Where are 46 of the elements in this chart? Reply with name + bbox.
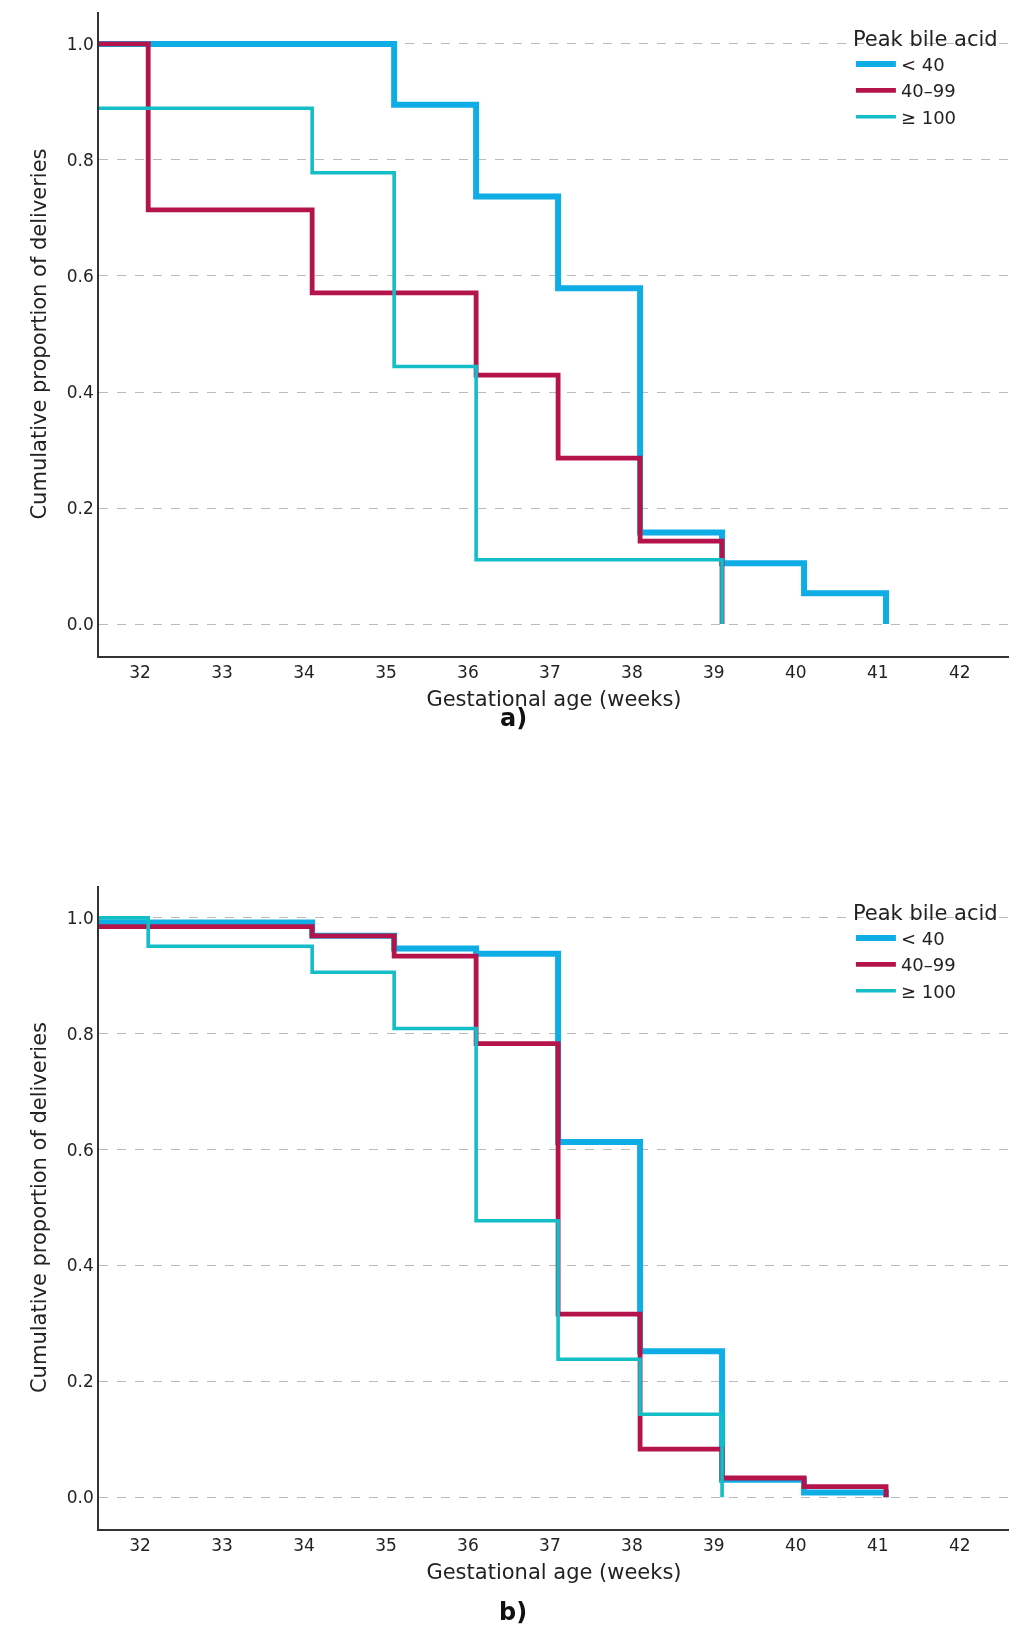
legend-title: Peak bile acid [852,900,998,925]
text: b) [499,1598,528,1626]
x-tick-label: 38 [621,662,643,683]
y-axis-title: Cumulative proportion of deliveries [27,148,52,520]
y-tick-label: 0.2 [66,1371,94,1392]
legend-label: ≥ 100 [900,106,957,128]
y-tick-label: 0.4 [66,1255,94,1276]
x-tick-label: 37 [539,1535,561,1556]
y-tick-label: 0.4 [66,381,94,402]
x-tick-label: 32 [129,1535,151,1556]
y-tick-label: 0.6 [66,1139,94,1160]
x-tick-label: 40 [785,1535,807,1556]
x-axis-title: Gestational age (weeks) [426,1559,682,1584]
x-tick-label: 40 [785,662,807,683]
y-axis-title: Cumulative proportion of deliveries [27,1021,52,1394]
x-tick-label: 36 [457,1535,479,1556]
x-tick-label: 33 [211,1535,233,1556]
y-tick-label: 1.0 [66,33,94,54]
x-tick-label: 41 [867,1535,889,1556]
y-tick-label: 0.0 [66,1487,94,1508]
y-tick-label: 0.8 [66,1023,94,1044]
x-tick-label: 38 [621,1535,643,1556]
x-tick-label: 36 [457,662,479,683]
x-tick-label: 42 [948,662,971,683]
x-tick-label: 32 [129,662,151,683]
x-tick-label: 37 [539,662,561,683]
legend-label: 40–99 [900,80,956,102]
x-tick-label: 35 [375,662,397,683]
x-tick-label: 33 [211,662,233,683]
x-tick-label: 34 [293,1535,315,1556]
legend-label: < 40 [900,53,945,75]
x-tick-label: 34 [293,662,315,683]
legend-label: ≥ 100 [900,980,957,1002]
legend-label: 40–99 [900,954,956,976]
y-tick-label: 1.0 [66,907,94,928]
x-tick-label: 42 [948,1535,971,1556]
x-tick-label: 39 [703,662,725,683]
y-tick-label: 0.2 [66,498,94,518]
y-tick-label: 0.8 [66,149,94,170]
y-tick-label: 0.6 [66,265,94,286]
y-tick-label: 0.0 [66,614,94,635]
legend-title: Peak bile acid [852,26,998,51]
x-tick-label: 41 [867,662,889,683]
x-tick-label: 39 [703,1535,725,1556]
x-tick-label: 35 [375,1535,397,1556]
legend-label: < 40 [900,927,945,949]
